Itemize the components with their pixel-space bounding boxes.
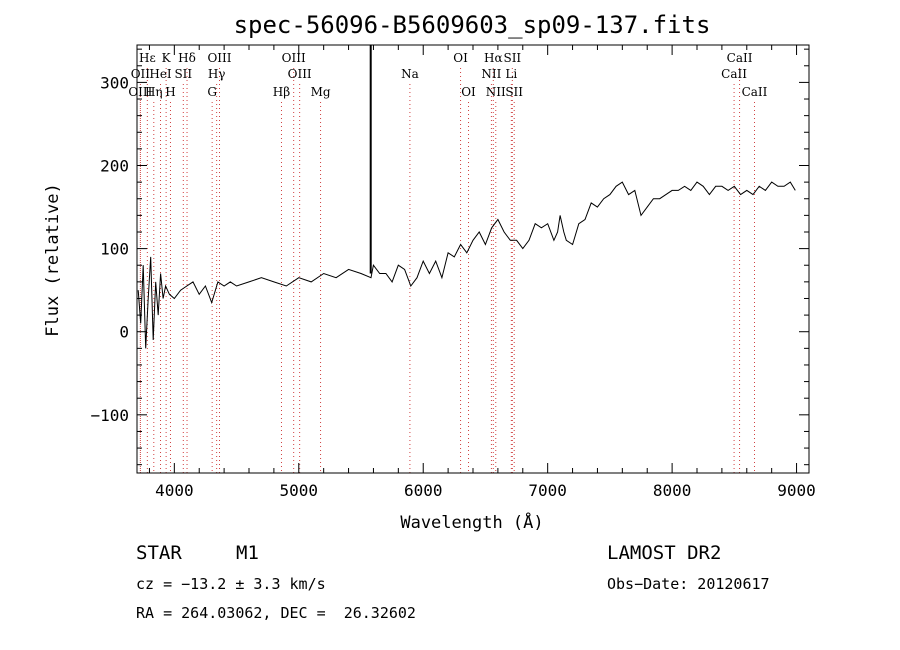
- line-marker-label: Hε: [139, 51, 156, 65]
- line-marker-label: Hβ: [273, 85, 290, 99]
- y-tick-label: 200: [100, 157, 129, 176]
- line-marker-label: OIII: [288, 67, 312, 81]
- line-marker-label: Na: [401, 67, 419, 81]
- obs-date-text: Obs−Date: 20120617: [607, 575, 770, 593]
- line-marker-label: OIII: [207, 51, 231, 65]
- line-marker-label: Mg: [311, 85, 331, 99]
- line-marker-label: CaII: [721, 67, 747, 81]
- line-marker-label: NII: [486, 85, 506, 99]
- line-marker-label: NII: [481, 67, 501, 81]
- x-tick-label: 5000: [280, 481, 319, 500]
- line-marker-label: SII: [505, 85, 523, 99]
- y-tick-label: 100: [100, 240, 129, 259]
- spectral-line-markers: [139, 68, 755, 473]
- line-marker-label: Hη: [145, 85, 163, 99]
- y-tick-label: 0: [119, 323, 129, 342]
- line-marker-label: Hα: [484, 51, 503, 65]
- line-marker-label: K: [162, 51, 172, 65]
- line-marker-label: SII: [174, 67, 192, 81]
- line-marker-label: SII: [503, 51, 521, 65]
- x-tick-label: 6000: [404, 481, 443, 500]
- coordinates-text: RA = 264.03062, DEC = 26.32602: [136, 604, 416, 622]
- y-tick-label: −100: [90, 406, 129, 425]
- plot-frame: [136, 44, 810, 474]
- line-marker-label: OI: [453, 51, 468, 65]
- line-marker-label: CaII: [742, 85, 768, 99]
- object-subclass: M1: [236, 542, 259, 564]
- survey-name: LAMOST DR2: [607, 542, 722, 564]
- spectrum-series-line: [137, 181, 796, 349]
- y-tick-label: 300: [100, 73, 129, 92]
- line-marker-label: HeI: [149, 67, 172, 81]
- object-class: STAR: [136, 542, 182, 564]
- line-marker-label: OIII: [282, 51, 306, 65]
- redshift-text: cz = −13.2 ± 3.3 km/s: [136, 575, 326, 593]
- line-marker-label: OII: [131, 67, 151, 81]
- line-marker-label: CaII: [727, 51, 753, 65]
- line-marker-label: Li: [505, 67, 517, 81]
- line-marker-label: H: [165, 85, 175, 99]
- x-axis-label: Wavelength (Å): [400, 511, 543, 533]
- line-marker-label: OIII: [128, 85, 152, 99]
- chart-title: spec-56096-B5609603_sp09-137.fits: [234, 11, 711, 39]
- x-tick-label: 8000: [653, 481, 692, 500]
- line-marker-label: G: [207, 85, 217, 99]
- axis-ticks: 4000 5000 6000 7000 8000 9000 −100 0 100 200 300: [90, 45, 816, 500]
- y-axis-label: Flux (relative): [43, 183, 63, 337]
- x-tick-label: 4000: [155, 481, 194, 500]
- line-marker-label: OI: [461, 85, 476, 99]
- x-tick-label: 9000: [777, 481, 816, 500]
- line-marker-label: Hγ: [208, 67, 226, 81]
- x-tick-label: 7000: [528, 481, 567, 500]
- line-marker-label: Hδ: [178, 51, 196, 65]
